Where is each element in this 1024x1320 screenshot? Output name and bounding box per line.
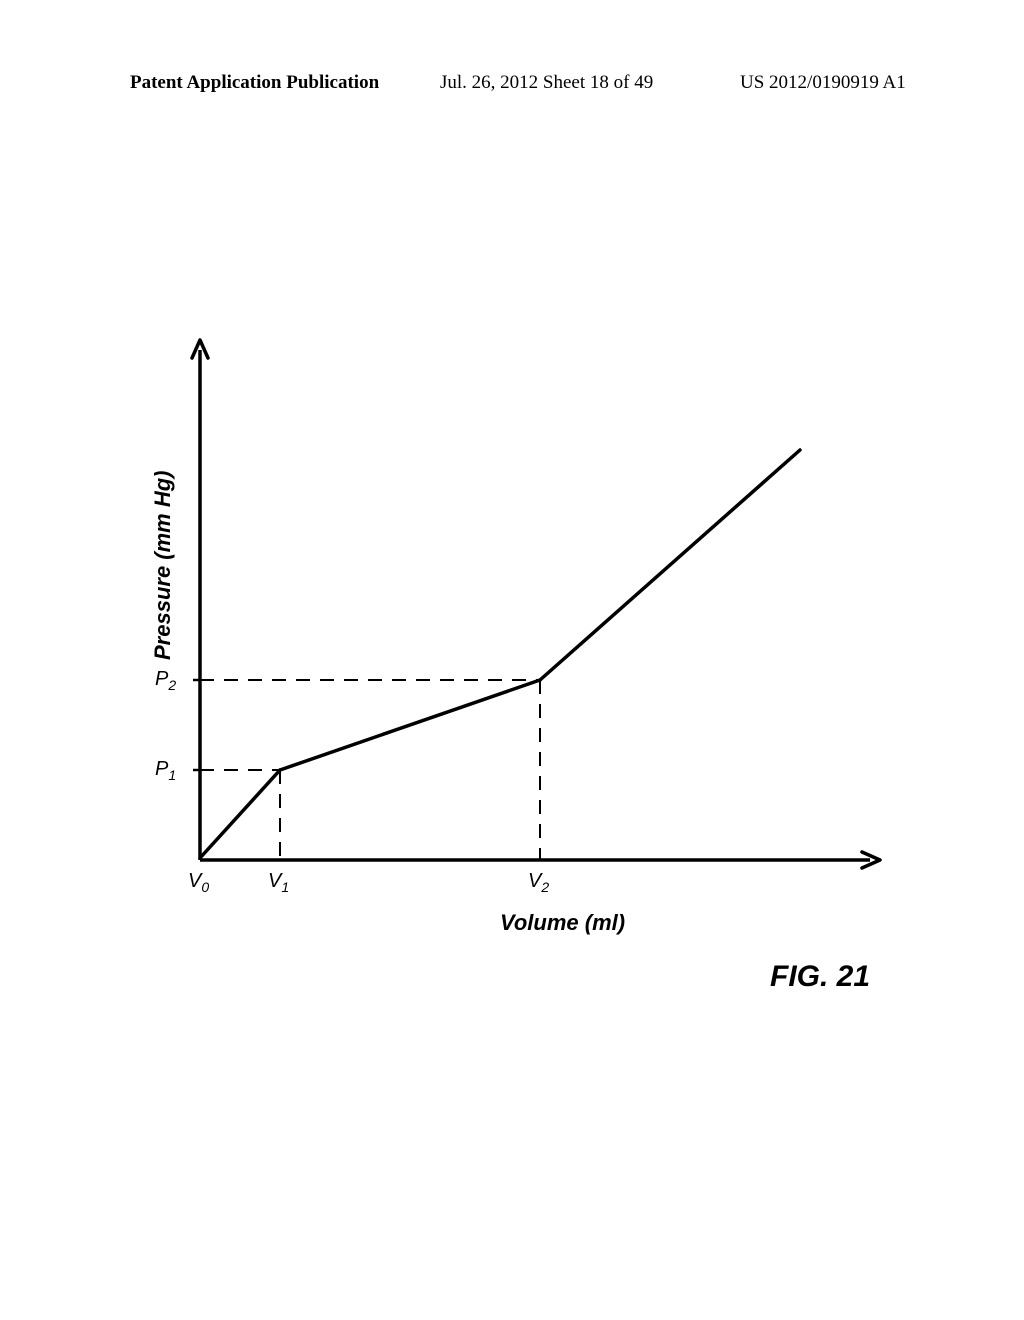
y-tick-p1-sub: 1	[168, 767, 176, 783]
x-tick-v0-sub: 0	[201, 879, 209, 895]
y-tick-p1-main: P	[155, 758, 168, 780]
figure-21: Pressure (mm Hg) Volume (ml) P1 P2 V0 V1…	[120, 300, 940, 1000]
y-axis-label: Pressure (mm Hg)	[150, 470, 176, 660]
x-tick-v0-main: V	[188, 870, 201, 892]
y-tick-p2-sub: 2	[168, 677, 176, 693]
header-center: Jul. 26, 2012 Sheet 18 of 49	[440, 72, 653, 94]
y-tick-p2-main: P	[155, 668, 168, 690]
y-tick-p1: P1	[155, 758, 176, 783]
header-left: Patent Application Publication	[130, 72, 379, 94]
header-right: US 2012/0190919 A1	[740, 72, 906, 94]
x-tick-v1-sub: 1	[281, 879, 289, 895]
y-tick-p2: P2	[155, 668, 176, 693]
chart-svg	[120, 300, 940, 1000]
x-tick-v0: V0	[188, 870, 209, 895]
x-tick-v1: V1	[268, 870, 289, 895]
x-tick-v2-main: V	[528, 870, 541, 892]
x-tick-v2: V2	[528, 870, 549, 895]
x-axis-label: Volume (ml)	[500, 910, 625, 936]
figure-caption: FIG. 21	[770, 960, 870, 994]
x-tick-v2-sub: 2	[541, 879, 549, 895]
patent-page: Patent Application Publication Jul. 26, …	[0, 0, 1024, 1320]
x-tick-v1-main: V	[268, 870, 281, 892]
